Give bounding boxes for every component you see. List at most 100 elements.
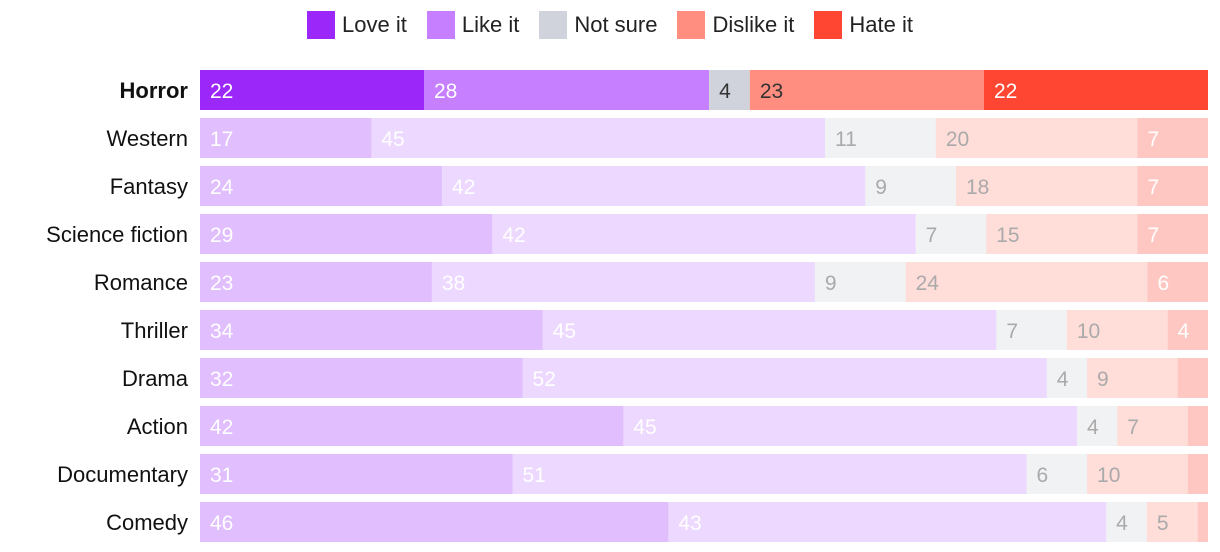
bar-segment-like-it — [424, 70, 710, 110]
bar-segment-love-it — [200, 502, 669, 542]
bar-segment-not-sure — [1026, 454, 1088, 494]
bar-segment-hate-it — [1177, 358, 1208, 398]
bar-segment-not-sure — [1046, 358, 1088, 398]
category-label: Drama — [122, 366, 189, 391]
category-label: Western — [106, 126, 188, 151]
category-label: Thriller — [121, 318, 188, 343]
data-label: 15 — [996, 224, 1019, 247]
bar-segment-not-sure — [865, 166, 956, 206]
data-label: 7 — [1147, 224, 1159, 247]
data-label: 22 — [994, 80, 1017, 103]
bar-segment-love-it — [200, 358, 523, 398]
category-label: Horror — [120, 78, 189, 103]
legend-swatch — [814, 11, 843, 39]
data-label: 7 — [1147, 128, 1159, 151]
bar-segment-dislike-it — [1117, 406, 1188, 446]
bar-segment-like-it — [371, 118, 825, 158]
data-label: 18 — [966, 176, 989, 199]
data-label: 42 — [502, 224, 525, 247]
bar-segment-love-it — [200, 406, 624, 446]
bar-segment-hate-it — [1147, 262, 1208, 302]
data-label: 22 — [210, 80, 233, 103]
data-label: 9 — [1097, 368, 1109, 391]
data-label: 6 — [1037, 464, 1049, 487]
bar-segment-hate-it — [1137, 166, 1208, 206]
data-label: 24 — [916, 272, 940, 295]
legend-item-like-it: Like it — [426, 11, 520, 39]
bar-segment-hate-it — [1137, 118, 1208, 158]
data-label: 45 — [633, 416, 656, 439]
bar-segment-hate-it — [984, 70, 1208, 110]
data-label: 31 — [210, 464, 233, 487]
data-label: 20 — [946, 128, 969, 151]
bar-segment-love-it — [200, 310, 543, 350]
data-label: 7 — [1147, 176, 1159, 199]
data-label: 23 — [210, 272, 233, 295]
legend-swatch — [426, 11, 455, 39]
data-label: 7 — [926, 224, 938, 247]
bar-segment-like-it — [522, 358, 1047, 398]
bar-segment-not-sure — [1106, 502, 1147, 542]
bar-segment-love-it — [200, 454, 513, 494]
bar-segment-like-it — [492, 214, 916, 254]
legend-label: Love it — [342, 12, 407, 37]
bar-segment-like-it — [431, 262, 815, 302]
bar-segment-love-it — [200, 118, 372, 158]
bar-segment-hate-it — [1187, 454, 1208, 494]
legend-item-hate-it: Hate it — [814, 11, 913, 39]
bar-segment-not-sure — [824, 118, 936, 158]
data-label: 10 — [1097, 464, 1120, 487]
data-label: 4 — [1057, 368, 1069, 391]
bar-segment-love-it — [200, 70, 424, 110]
category-label: Comedy — [106, 510, 188, 535]
bar-segment-dislike-it — [1066, 310, 1168, 350]
bar-segment-not-sure — [1076, 406, 1118, 446]
legend-item-not-sure: Not sure — [539, 11, 657, 39]
legend-item-love-it: Love it — [307, 11, 407, 39]
bar-segment-like-it — [441, 166, 866, 206]
bar-segment-dislike-it — [1087, 454, 1188, 494]
data-label: 23 — [760, 80, 783, 103]
legend-label: Not sure — [574, 12, 658, 37]
data-label: 42 — [210, 416, 233, 439]
bar-segment-dislike-it — [935, 118, 1138, 158]
data-label: 29 — [210, 224, 233, 247]
bar-segment-hate-it — [1137, 214, 1208, 254]
bar-segment-like-it — [668, 502, 1107, 542]
legend-label: Dislike it — [712, 12, 795, 37]
legend-swatch — [677, 11, 706, 39]
data-label: 51 — [522, 464, 545, 487]
data-label: 45 — [381, 128, 404, 151]
bar-segment-not-sure — [709, 70, 750, 110]
bar-segment-not-sure — [996, 310, 1067, 350]
bar-segment-like-it — [623, 406, 1077, 446]
category-label: Documentary — [57, 462, 188, 487]
bar-segment-hate-it — [1197, 502, 1208, 542]
bar-segment-dislike-it — [905, 262, 1148, 302]
bar-segment-not-sure — [915, 214, 987, 254]
data-label: 24 — [210, 176, 234, 199]
category-label: Action — [127, 414, 188, 439]
bar-segment-not-sure — [814, 262, 906, 302]
category-label: Romance — [94, 270, 188, 295]
bar-segment-dislike-it — [749, 70, 984, 110]
bar-segment-like-it — [512, 454, 1027, 494]
bar-segment-dislike-it — [1087, 358, 1178, 398]
data-label: 9 — [875, 176, 887, 199]
data-label: 43 — [678, 512, 701, 535]
category-label: Fantasy — [110, 174, 188, 199]
data-label: 5 — [1157, 512, 1169, 535]
data-label: 10 — [1077, 320, 1100, 343]
data-label: 17 — [210, 128, 233, 151]
data-label: 7 — [1127, 416, 1139, 439]
data-label: 6 — [1158, 272, 1170, 295]
bar-segment-dislike-it — [1146, 502, 1198, 542]
category-label: Science fiction — [46, 222, 188, 247]
bar-segment-dislike-it — [986, 214, 1138, 254]
data-label: 38 — [442, 272, 465, 295]
legend-swatch — [539, 11, 568, 39]
data-label: 52 — [533, 368, 556, 391]
legend-label: Like it — [461, 12, 520, 37]
data-label: 7 — [1006, 320, 1018, 343]
